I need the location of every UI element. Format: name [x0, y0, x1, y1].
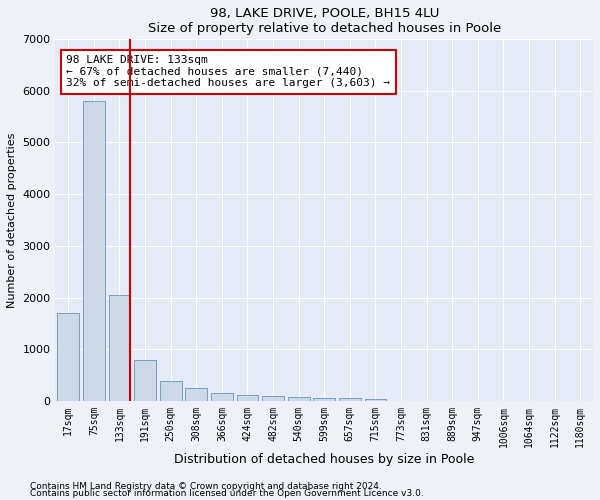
Bar: [288, 397, 310, 401]
Bar: [83, 101, 105, 401]
X-axis label: Distribution of detached houses by size in Poole: Distribution of detached houses by size …: [174, 452, 475, 466]
Text: Contains public sector information licensed under the Open Government Licence v3: Contains public sector information licen…: [30, 489, 424, 498]
Bar: [134, 360, 156, 401]
Bar: [58, 313, 79, 401]
Bar: [236, 395, 259, 401]
Text: 98 LAKE DRIVE: 133sqm
← 67% of detached houses are smaller (7,440)
32% of semi-d: 98 LAKE DRIVE: 133sqm ← 67% of detached …: [66, 55, 390, 88]
Bar: [365, 398, 386, 401]
Bar: [262, 396, 284, 401]
Bar: [313, 398, 335, 401]
Bar: [339, 398, 361, 401]
Y-axis label: Number of detached properties: Number of detached properties: [7, 132, 17, 308]
Bar: [211, 393, 233, 401]
Title: 98, LAKE DRIVE, POOLE, BH15 4LU
Size of property relative to detached houses in : 98, LAKE DRIVE, POOLE, BH15 4LU Size of …: [148, 7, 501, 35]
Bar: [185, 388, 207, 401]
Bar: [160, 382, 182, 401]
Bar: [109, 295, 130, 401]
Text: Contains HM Land Registry data © Crown copyright and database right 2024.: Contains HM Land Registry data © Crown c…: [30, 482, 382, 491]
